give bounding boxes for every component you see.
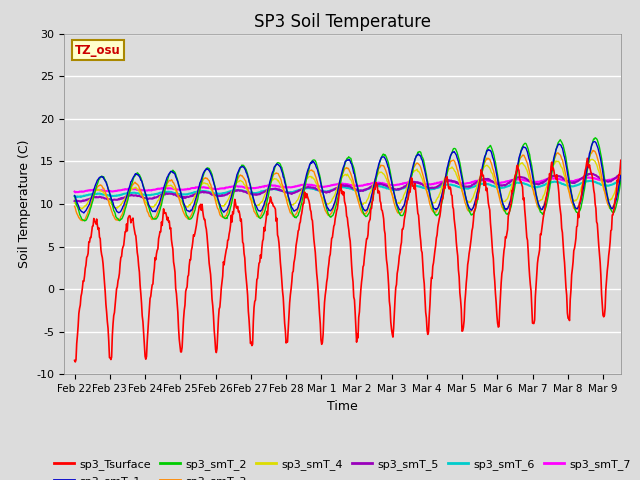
sp3_smT_7 xyxy=(404,180,412,185)
sp3_Tsurface xyxy=(236,212,244,217)
Y-axis label: Soil Temperature (C): Soil Temperature (C) xyxy=(18,140,31,268)
Line: sp3_smT_5: sp3_smT_5 xyxy=(75,174,621,202)
sp3_smT_6 xyxy=(136,191,143,197)
Title: SP3 Soil Temperature: SP3 Soil Temperature xyxy=(254,12,431,31)
sp3_Tsurface xyxy=(284,339,291,345)
Line: sp3_Tsurface: sp3_Tsurface xyxy=(75,158,621,362)
sp3_smT_1 xyxy=(591,139,598,144)
sp3_smT_3 xyxy=(79,218,86,224)
sp3_smT_5 xyxy=(435,182,443,188)
sp3_smT_5 xyxy=(236,188,244,194)
sp3_smT_2 xyxy=(136,172,143,178)
sp3_smT_7 xyxy=(72,190,79,195)
sp3_smT_2 xyxy=(236,167,244,172)
Legend: sp3_Tsurface, sp3_smT_1, sp3_smT_2, sp3_smT_3, sp3_smT_4, sp3_smT_5, sp3_smT_6, : sp3_Tsurface, sp3_smT_1, sp3_smT_2, sp3_… xyxy=(50,455,635,480)
X-axis label: Time: Time xyxy=(327,400,358,413)
sp3_smT_3 xyxy=(236,172,244,178)
sp3_smT_1 xyxy=(435,202,443,208)
sp3_smT_7 xyxy=(435,180,443,186)
sp3_smT_7 xyxy=(263,183,271,189)
sp3_smT_4 xyxy=(588,156,596,162)
sp3_smT_3 xyxy=(136,185,143,191)
sp3_Tsurface xyxy=(404,193,412,199)
sp3_smT_5 xyxy=(617,171,625,177)
sp3_smT_6 xyxy=(73,194,81,200)
sp3_smT_6 xyxy=(71,193,79,199)
sp3_smT_7 xyxy=(236,183,244,189)
sp3_smT_7 xyxy=(136,187,143,192)
sp3_smT_1 xyxy=(80,210,88,216)
sp3_smT_6 xyxy=(404,183,412,189)
sp3_smT_4 xyxy=(404,179,412,185)
sp3_smT_1 xyxy=(284,190,291,195)
sp3_Tsurface xyxy=(136,269,143,275)
sp3_smT_5 xyxy=(136,193,143,199)
sp3_smT_2 xyxy=(263,199,271,205)
sp3_smT_2 xyxy=(284,190,291,195)
sp3_smT_5 xyxy=(263,187,271,193)
sp3_smT_1 xyxy=(236,165,244,171)
sp3_smT_3 xyxy=(435,202,443,207)
sp3_smT_4 xyxy=(435,192,443,198)
sp3_smT_1 xyxy=(617,172,625,178)
sp3_smT_4 xyxy=(236,178,244,183)
sp3_smT_5 xyxy=(284,190,291,196)
sp3_smT_4 xyxy=(136,189,143,194)
sp3_smT_2 xyxy=(591,135,599,141)
sp3_Tsurface xyxy=(72,359,79,365)
sp3_smT_1 xyxy=(404,184,412,190)
Line: sp3_smT_4: sp3_smT_4 xyxy=(75,159,621,209)
Line: sp3_smT_6: sp3_smT_6 xyxy=(75,180,621,197)
sp3_smT_4 xyxy=(71,200,79,206)
sp3_smT_7 xyxy=(617,174,625,180)
sp3_smT_6 xyxy=(617,178,625,183)
sp3_smT_3 xyxy=(284,201,291,207)
sp3_smT_6 xyxy=(263,187,271,193)
sp3_smT_3 xyxy=(589,147,597,153)
sp3_smT_1 xyxy=(263,192,271,197)
Line: sp3_smT_7: sp3_smT_7 xyxy=(75,177,621,192)
sp3_smT_6 xyxy=(435,184,443,190)
sp3_Tsurface xyxy=(263,208,271,214)
sp3_smT_2 xyxy=(81,218,88,224)
sp3_smT_3 xyxy=(263,193,271,199)
sp3_Tsurface xyxy=(435,216,443,222)
sp3_Tsurface xyxy=(584,156,591,161)
sp3_smT_2 xyxy=(404,191,412,196)
Text: TZ_osu: TZ_osu xyxy=(75,44,121,57)
sp3_Tsurface xyxy=(71,358,79,363)
sp3_smT_1 xyxy=(71,192,79,198)
sp3_smT_5 xyxy=(71,198,79,204)
sp3_smT_5 xyxy=(404,181,412,187)
sp3_smT_3 xyxy=(404,185,412,191)
sp3_Tsurface xyxy=(617,157,625,163)
sp3_smT_1 xyxy=(136,173,143,179)
sp3_smT_3 xyxy=(617,169,625,175)
sp3_smT_4 xyxy=(284,197,291,203)
sp3_smT_2 xyxy=(617,178,625,183)
Line: sp3_smT_1: sp3_smT_1 xyxy=(75,142,621,213)
sp3_smT_7 xyxy=(71,189,79,194)
sp3_smT_4 xyxy=(263,188,271,194)
sp3_smT_4 xyxy=(617,168,625,173)
sp3_smT_5 xyxy=(588,171,595,177)
Line: sp3_smT_2: sp3_smT_2 xyxy=(75,138,621,221)
sp3_smT_6 xyxy=(236,187,244,193)
sp3_smT_7 xyxy=(284,184,291,190)
sp3_smT_5 xyxy=(77,199,85,204)
sp3_smT_3 xyxy=(71,204,79,209)
sp3_smT_4 xyxy=(78,206,86,212)
Line: sp3_smT_3: sp3_smT_3 xyxy=(75,150,621,221)
sp3_smT_2 xyxy=(71,193,79,199)
sp3_smT_2 xyxy=(435,209,443,215)
sp3_smT_6 xyxy=(284,190,291,195)
